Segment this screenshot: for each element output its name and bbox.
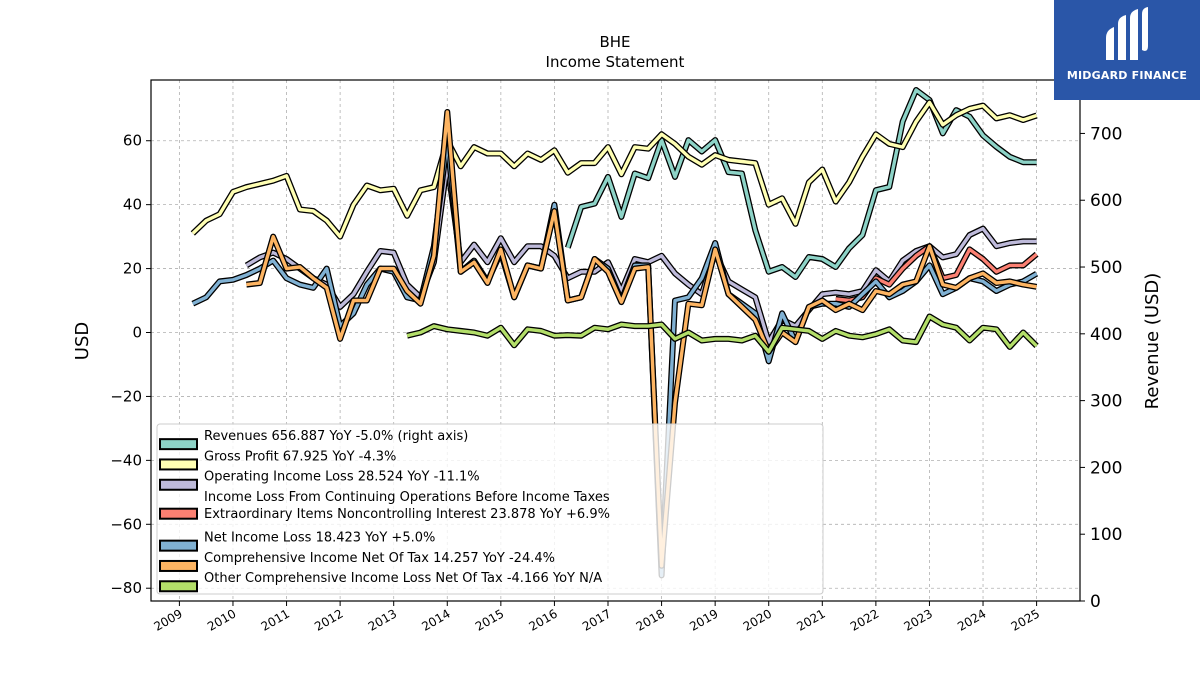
x-tick-label: 2017: [580, 606, 613, 633]
logo-text: MIDGARD FINANCE: [1066, 69, 1188, 82]
y-tick-label: 60: [123, 132, 142, 150]
legend-label: Extraordinary Items Noncontrolling Inter…: [204, 507, 610, 522]
x-tick-label: 2015: [473, 606, 506, 633]
y-tick-label: −20: [110, 387, 142, 405]
y-tick-label: −80: [110, 579, 142, 597]
series-6: [406, 313, 1039, 355]
x-tick-label: 2016: [526, 606, 559, 633]
x-tick-label: 2024: [955, 606, 988, 633]
legend-label: Net Income Loss 18.423 YoY +5.0%: [204, 531, 435, 546]
legend-label: Income Loss From Continuing Operations B…: [204, 490, 610, 505]
legend-swatch: [159, 559, 198, 572]
chart-subtitle: Income Statement: [546, 53, 685, 71]
y-tick-label: 0: [132, 324, 142, 342]
series-line: [246, 110, 1037, 568]
x-tick-label: 2022: [848, 606, 881, 633]
series-line: [245, 161, 1037, 344]
plot-frame: [150, 79, 1081, 602]
series-0: [564, 87, 1037, 280]
y-tick-label: 40: [123, 196, 142, 214]
series-1: [190, 99, 1038, 240]
series-line-outline: [564, 87, 1037, 280]
legend-swatch: [159, 438, 198, 451]
legend-swatch: [159, 580, 198, 593]
legend-swatch: [159, 458, 198, 471]
legend: Revenues 656.887 YoY -5.0% (right axis) G…: [156, 423, 824, 595]
legend-box: [156, 423, 824, 595]
logo-mark-icon: [1106, 7, 1148, 60]
y-tick-label: −60: [110, 515, 142, 533]
y-right-tick-label: 0: [1090, 592, 1101, 612]
legend-swatch: [159, 478, 198, 491]
x-tick-label: 2019: [687, 606, 720, 633]
legend-swatch: [159, 507, 198, 520]
legend-label: Revenues 656.887 YoY -5.0% (right axis): [204, 429, 468, 444]
series-line-outline: [406, 313, 1039, 355]
x-tick-label: 2011: [259, 606, 292, 633]
y-right-tick-label: 100: [1090, 525, 1122, 545]
y-right-tick-label: 300: [1090, 392, 1122, 412]
x-tick-label: 2021: [794, 606, 827, 633]
y-axis-label: USD: [72, 322, 93, 360]
y-right-tick-label: 200: [1090, 458, 1122, 478]
x-tick-label: 2009: [151, 606, 184, 633]
y-tick-label: −40: [110, 451, 142, 469]
x-tick-label: 2023: [901, 606, 934, 633]
series-2: [244, 160, 1037, 346]
legend-label: Gross Profit 67.925 YoY -4.3%: [204, 449, 396, 464]
x-tick-label: 2020: [741, 606, 774, 633]
x-tick-label: 2012: [312, 606, 345, 633]
series-5: [246, 109, 1038, 569]
x-tick-label: 2013: [366, 606, 399, 633]
legend-swatch: [159, 539, 198, 552]
chart-title: BHE: [599, 33, 630, 51]
legend-label: Comprehensive Income Net Of Tax 14.257 Y…: [204, 551, 555, 566]
brand-logo: MIDGARD FINANCE: [1054, 0, 1200, 100]
y-axis-label-right: Revenue (USD): [1142, 273, 1163, 410]
x-tick-label: 2025: [1009, 606, 1042, 633]
series-line: [406, 314, 1038, 354]
y-right-tick-label: 400: [1090, 325, 1122, 345]
series-line: [191, 100, 1038, 239]
series-lines: [190, 87, 1039, 579]
x-tick-label: 2018: [634, 606, 667, 633]
y-right-tick-label: 600: [1090, 191, 1122, 211]
y-right-tick-label: 500: [1090, 258, 1122, 278]
y-right-tick-label: 700: [1090, 124, 1122, 144]
x-tick-label: 2014: [419, 606, 452, 633]
legend-label: Other Comprehensive Income Loss Net Of T…: [204, 571, 602, 586]
legend-label: Operating Income Loss 28.524 YoY -11.1%: [204, 470, 480, 485]
x-tick-label: 2010: [205, 606, 238, 633]
y-tick-label: 20: [123, 260, 142, 278]
